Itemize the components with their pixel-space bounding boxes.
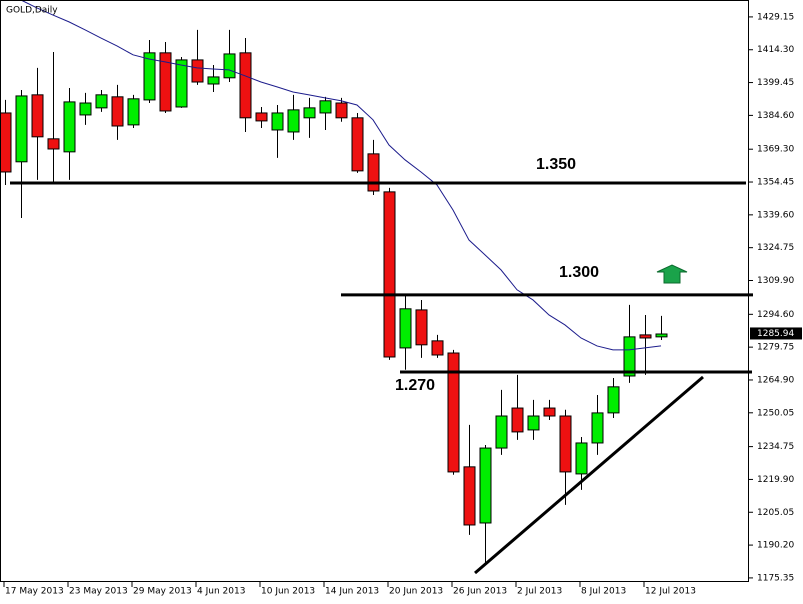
x-tick-label: 12 Jul 2013 xyxy=(645,587,696,597)
level-label: 1.300 xyxy=(559,264,599,281)
candle-body xyxy=(559,415,572,473)
candle-body xyxy=(447,352,460,473)
candle-body xyxy=(431,340,444,356)
last-price-label: 1285.94 xyxy=(757,329,794,339)
candle-body xyxy=(0,112,12,173)
y-tick-label: 1339.60 xyxy=(757,210,794,220)
x-tick-label: 26 Jun 2013 xyxy=(453,587,507,597)
y-tick-label: 1354.45 xyxy=(757,178,794,188)
candle-body xyxy=(511,407,524,433)
candle-body xyxy=(351,117,364,172)
candle-body xyxy=(383,191,396,358)
chart-title: GOLD,Daily xyxy=(6,6,58,16)
x-tick-label: 23 May 2013 xyxy=(69,587,128,597)
x-tick-label: 8 Jul 2013 xyxy=(581,587,626,597)
x-tick-label: 29 May 2013 xyxy=(133,587,192,597)
candle-body xyxy=(367,153,380,192)
y-tick-label: 1324.75 xyxy=(757,243,794,253)
y-tick-label: 1309.90 xyxy=(757,276,794,286)
y-tick-label: 1399.45 xyxy=(757,78,794,88)
candle-body xyxy=(15,95,28,163)
candle-body xyxy=(287,109,300,133)
candle-body xyxy=(191,59,204,83)
y-tick-label: 1219.90 xyxy=(757,475,794,485)
candle-body xyxy=(623,336,636,377)
candle-body xyxy=(591,412,604,444)
y-tick-label: 1175.35 xyxy=(757,573,794,583)
y-tick-label: 1250.05 xyxy=(757,408,794,418)
candle-body xyxy=(63,101,76,153)
x-tick-label: 17 May 2013 xyxy=(5,587,64,597)
candle-body xyxy=(95,94,108,109)
y-tick-label: 1190.20 xyxy=(757,541,794,551)
x-tick-label: 4 Jun 2013 xyxy=(197,587,245,597)
candle-body xyxy=(207,76,220,85)
y-tick-label: 1205.05 xyxy=(757,508,794,518)
candle-body xyxy=(479,447,492,524)
candle-body xyxy=(303,107,316,119)
candle-body xyxy=(159,52,172,112)
candle-body xyxy=(271,112,284,131)
candle-body xyxy=(143,52,156,101)
candle-body xyxy=(31,94,44,138)
y-tick-label: 1234.75 xyxy=(757,442,794,452)
candle-body xyxy=(639,334,652,339)
y-tick-label: 1429.15 xyxy=(757,12,794,22)
candle-body xyxy=(47,138,60,150)
x-tick-label: 14 Jun 2013 xyxy=(325,587,379,597)
x-tick-label: 2 Jul 2013 xyxy=(517,587,562,597)
candle-body xyxy=(255,112,268,122)
y-tick-label: 1384.60 xyxy=(757,111,794,121)
candle-body xyxy=(655,333,668,338)
candle-body xyxy=(527,415,540,431)
level-label: 1.350 xyxy=(536,156,576,173)
x-tick-label: 20 Jun 2013 xyxy=(389,587,443,597)
candle-body xyxy=(223,53,236,79)
candle-body xyxy=(239,52,252,119)
last-price-box xyxy=(750,327,802,340)
level-label: 1.270 xyxy=(395,377,435,394)
y-tick-label: 1414.30 xyxy=(757,45,794,55)
up-arrow xyxy=(656,264,688,284)
y-tick-label: 1294.60 xyxy=(757,310,794,320)
candle-body xyxy=(415,309,428,346)
candle-body xyxy=(575,442,588,475)
candle-body xyxy=(335,102,348,119)
candle-body xyxy=(607,386,620,414)
y-tick-label: 1369.30 xyxy=(757,145,794,155)
candle-body xyxy=(463,466,476,526)
candle-body xyxy=(111,96,124,127)
x-tick-label: 10 Jun 2013 xyxy=(261,587,315,597)
moving-average xyxy=(18,0,662,351)
candle-body xyxy=(175,59,188,108)
candle-body xyxy=(399,308,412,349)
trend-line xyxy=(474,375,704,575)
plot-frame xyxy=(0,0,749,582)
y-tick-label: 1264.90 xyxy=(757,375,794,385)
y-tick-label: 1279.75 xyxy=(757,343,794,353)
candle-body xyxy=(319,100,332,114)
candle-body xyxy=(127,98,140,126)
candle-body xyxy=(543,407,556,417)
candle-body xyxy=(79,102,92,116)
candle-body xyxy=(495,415,508,449)
